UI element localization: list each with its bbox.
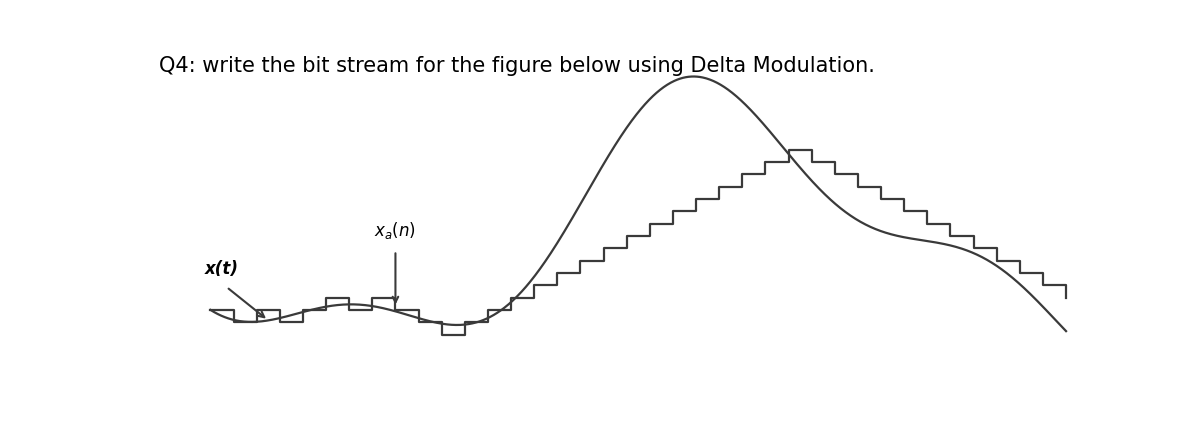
Text: Q4: write the bit stream for the figure below using Delta Modulation.: Q4: write the bit stream for the figure … xyxy=(160,56,875,76)
Text: x(t): x(t) xyxy=(205,259,239,277)
Text: $x_a(n)$: $x_a(n)$ xyxy=(374,220,416,241)
